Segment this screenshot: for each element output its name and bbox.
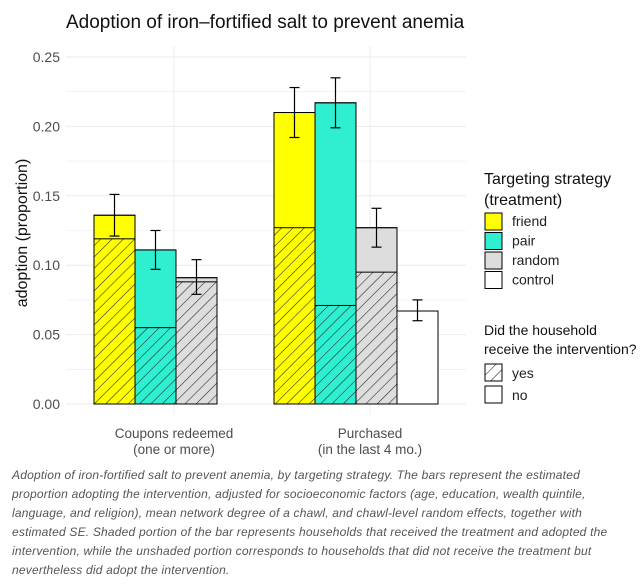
bar-shaded-pair-1 [314, 304, 357, 405]
x-tick-label: Coupons redeemed (one or more) [115, 426, 234, 457]
y-tick-label: 0.05 [33, 327, 60, 343]
bar-chart: Adoption of iron–fortified salt to preve… [14, 12, 637, 457]
legend-label-control: control [512, 272, 554, 288]
legend-label-random: random [512, 252, 559, 268]
legend-label-pair: pair [512, 233, 536, 249]
y-tick-label: 0.20 [33, 118, 60, 134]
bar-shaded-pair-0 [134, 327, 177, 405]
y-tick-label: 0.00 [33, 396, 60, 412]
y-tick-label: 0.15 [33, 188, 60, 204]
y-tick-label: 0.25 [33, 49, 60, 65]
figure-caption: Adoption of iron-fortified salt to preve… [12, 468, 608, 577]
bar-shaded-random-1 [355, 271, 398, 405]
bar-control-1 [396, 310, 439, 405]
bar-shaded-friend-0 [93, 238, 136, 405]
legend-label-no: no [512, 387, 528, 403]
legend-key-no [484, 385, 503, 404]
legend-title: receive the intervention? [484, 341, 637, 357]
legend-label-yes: yes [512, 365, 534, 381]
legend-label-friend: friend [512, 213, 547, 229]
y-axis-label: adoption (proportion) [14, 159, 31, 308]
chart-title: Adoption of iron–fortified salt to preve… [66, 12, 465, 33]
legend-title: Did the household [484, 322, 597, 338]
legend-key-pair [484, 232, 503, 250]
legend-title: (treatment) [484, 192, 562, 209]
legend-key-control [484, 271, 503, 289]
y-tick-label: 0.10 [33, 257, 60, 273]
legend-key-friend [484, 212, 503, 231]
bar-shaded-friend-1 [273, 227, 316, 405]
legend-key-yes [484, 363, 503, 382]
bar-shaded-random-0 [175, 281, 218, 405]
legend-title: Targeting strategy [484, 171, 611, 188]
chart: Adoption of iron–fortified salt to preve… [14, 12, 637, 457]
x-tick-label: Purchased (in the last 4 mo.) [318, 426, 422, 457]
legend-key-random [484, 251, 503, 270]
